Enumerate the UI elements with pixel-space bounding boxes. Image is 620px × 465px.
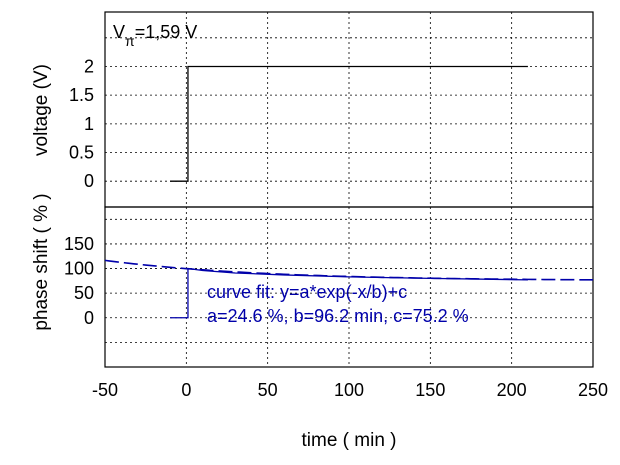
v-pi-value: =1,59 V (135, 22, 198, 42)
x-tick-label: 150 (415, 380, 445, 400)
y-tick-label: 2 (84, 56, 94, 76)
v-pi-annotation: Vπ=1,59 V (113, 22, 197, 49)
x-axis-label: time ( min ) (302, 430, 397, 451)
voltage-y-axis-label: voltage (V) (31, 64, 52, 156)
phase-y-axis-label: phase shift ( % ) (31, 193, 52, 330)
curve-fit-formula: curve fit: y=a*exp(-x/b)+c (207, 282, 407, 302)
series (104, 65, 594, 319)
y-tick-label: 1.5 (69, 85, 94, 105)
y-tick-label: 150 (64, 234, 94, 254)
y-tick-label: 0 (84, 308, 94, 328)
x-tick-label: 250 (578, 380, 608, 400)
y-tick-label: 100 (64, 259, 94, 279)
x-tick-label: 0 (181, 380, 191, 400)
y-tick-label: 50 (74, 283, 94, 303)
x-tick-label: 200 (497, 380, 527, 400)
v-pi-label: V (113, 22, 125, 42)
x-tick-label: -50 (92, 380, 118, 400)
v-pi-subscript: π (125, 33, 135, 49)
x-tick-label: 100 (334, 380, 364, 400)
voltage-step-line (170, 65, 528, 182)
curve-fit-parameters: a=24.6 %, b=96.2 min, c=75.2 % (207, 306, 469, 326)
x-tick-label: 50 (258, 380, 278, 400)
y-tick-label: 0.5 (69, 143, 94, 163)
tick-labels: -50 0 50 100 150 200 250 0 0.5 1 1.5 2 0 50 100 150 (64, 56, 608, 400)
fit-curve-line (104, 259, 594, 281)
y-tick-label: 0 (84, 171, 94, 191)
y-tick-label: 1 (84, 114, 94, 134)
